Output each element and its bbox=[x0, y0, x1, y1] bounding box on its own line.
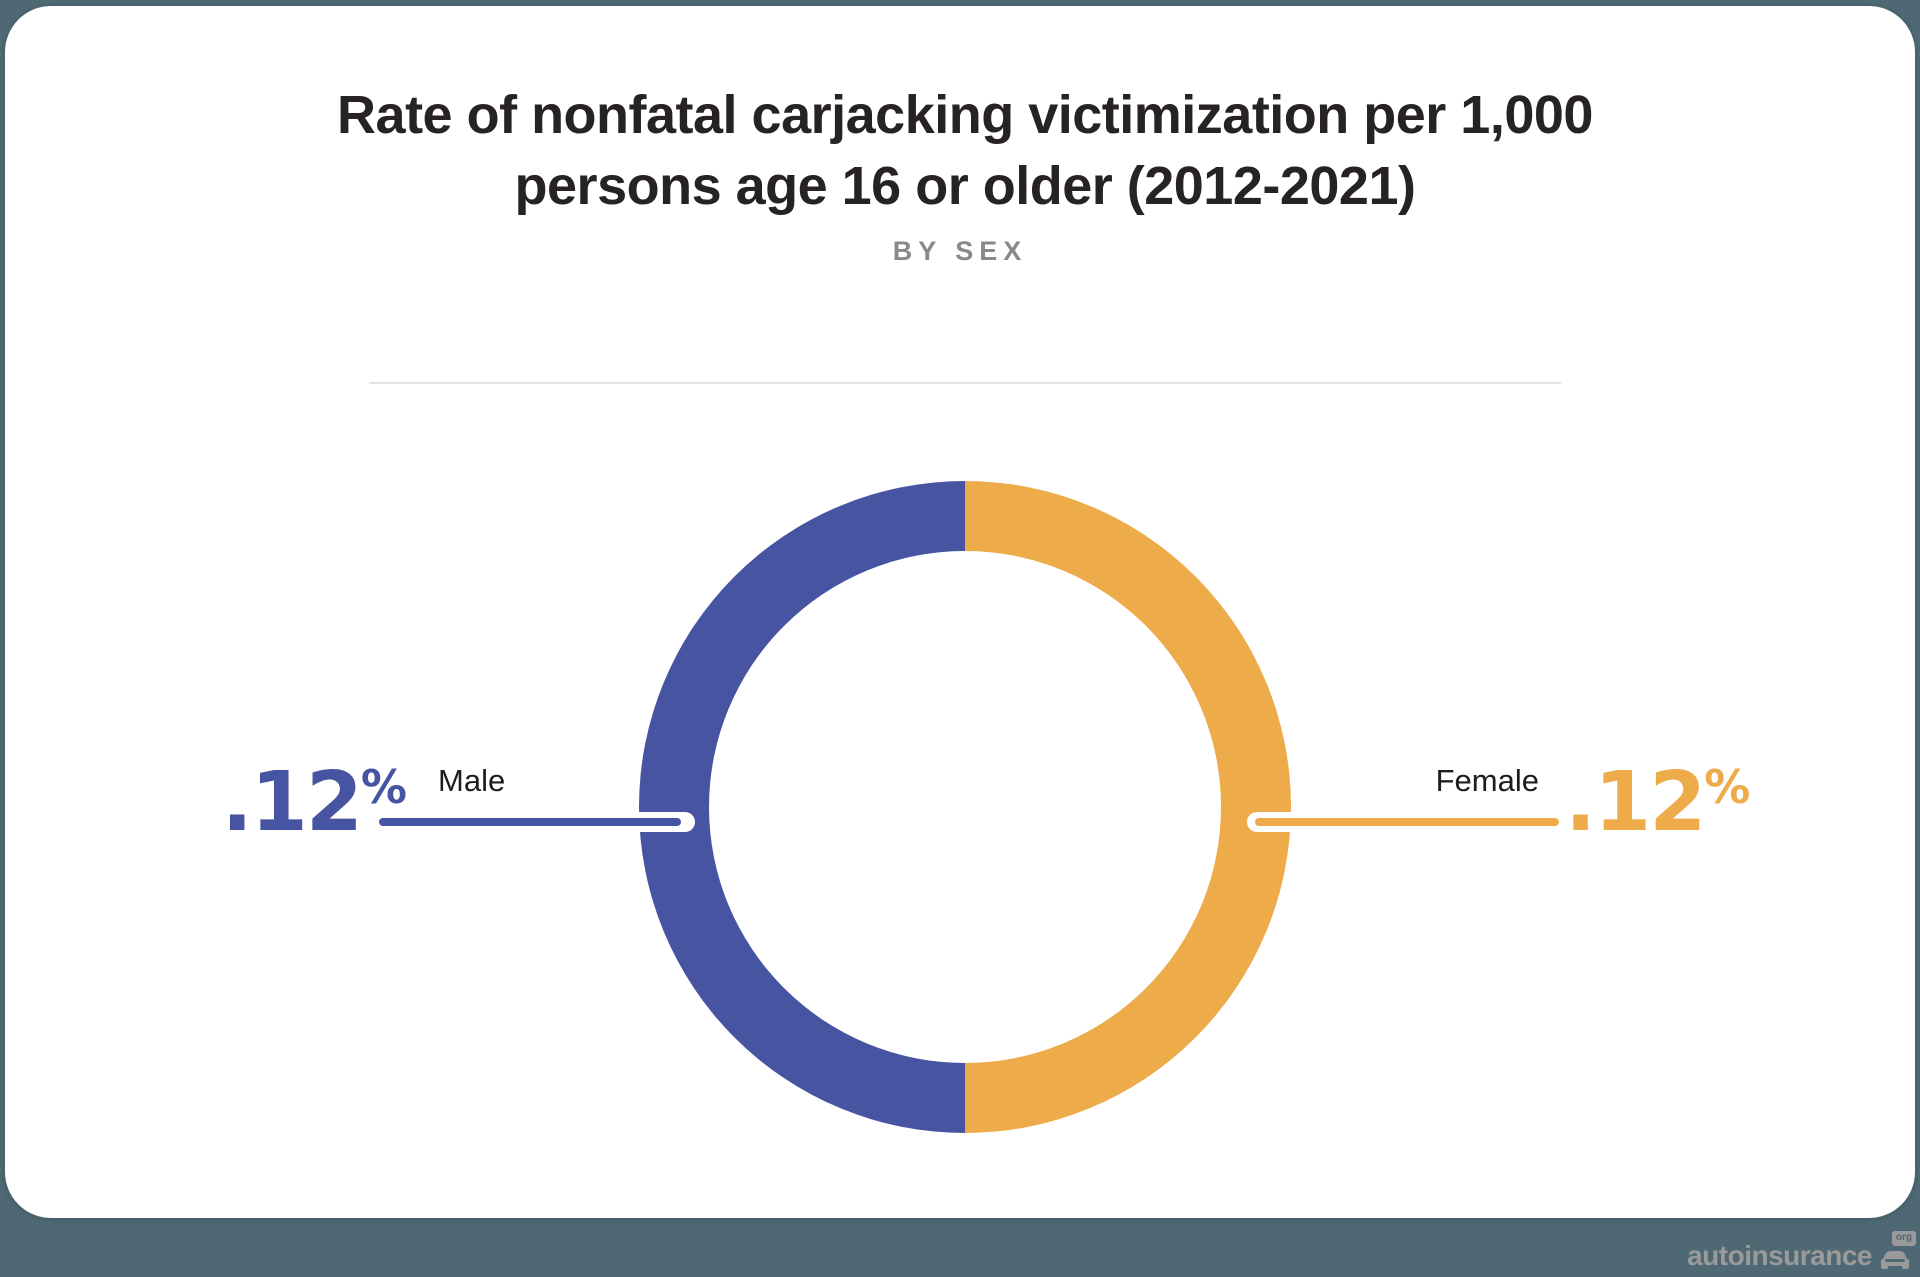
male-value-number: .12 bbox=[221, 755, 363, 850]
female-value-percent-sign: % bbox=[1704, 760, 1751, 814]
donut-hole bbox=[709, 551, 1221, 1063]
footer-bar: autoinsurance org bbox=[0, 1215, 1920, 1277]
male-value: .12% bbox=[205, 762, 407, 844]
chart-subtitle: BY SEX bbox=[892, 236, 1028, 266]
female-value: .12% bbox=[1565, 762, 1785, 844]
female-callout-line bbox=[1255, 818, 1559, 826]
male-callout-line bbox=[379, 818, 681, 826]
chart-title: Rate of nonfatal carjacking victimizatio… bbox=[337, 85, 1593, 217]
brand-logo: autoinsurance org bbox=[1687, 1231, 1916, 1273]
divider-line bbox=[369, 382, 1561, 384]
car-icon bbox=[1881, 1251, 1909, 1269]
female-value-number: .12 bbox=[1565, 755, 1706, 850]
donut-chart bbox=[639, 481, 1291, 1133]
brand-logo-text: autoinsurance bbox=[1687, 1240, 1872, 1271]
brand-logo-mark: org bbox=[1878, 1231, 1916, 1273]
chart-card: Rate of nonfatal carjacking victimizatio… bbox=[5, 6, 1915, 1218]
male-label: Male bbox=[438, 763, 506, 798]
male-value-percent-sign: % bbox=[360, 760, 407, 814]
brand-logo-badge: org bbox=[1891, 1231, 1916, 1246]
female-label: Female bbox=[1435, 763, 1539, 798]
